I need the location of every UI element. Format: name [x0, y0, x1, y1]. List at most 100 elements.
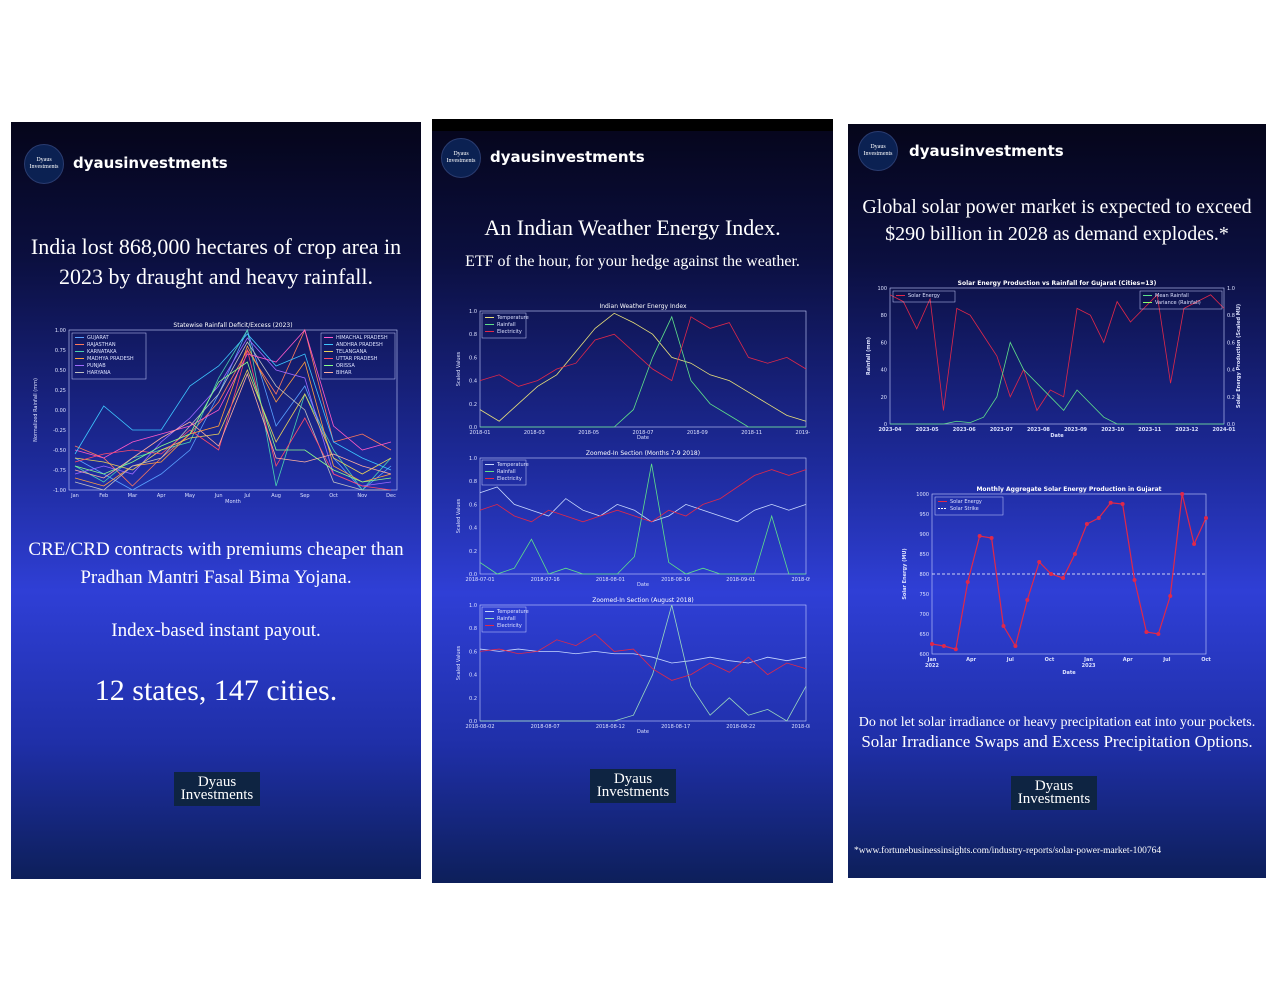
legend-entry: Temperature [496, 609, 529, 615]
y-tick-label: 0.8 [469, 626, 477, 632]
series-line [479, 469, 807, 523]
legend-entry: PUNJAB [87, 363, 106, 369]
y-tick-label-right: 0.8 [1227, 313, 1235, 319]
data-point [1144, 630, 1149, 634]
legend-box [71, 332, 147, 380]
avatar-text: Investments [446, 158, 476, 164]
series-line [74, 341, 391, 491]
plot-frame [889, 287, 1225, 425]
data-point [1049, 572, 1054, 576]
dyaus-logo: Dyaus Investments [174, 772, 260, 806]
x-tick-label: 2022 [925, 663, 939, 669]
x-tick-label: Mar [128, 493, 138, 499]
y-axis-label: Scaled Values [456, 351, 462, 386]
y-tick-label: 0.50 [55, 368, 66, 374]
username[interactable]: dyausinvestments [909, 142, 1064, 160]
legend-entry: Mean Rainfall [1155, 293, 1189, 299]
y-tick-label: -0.25 [53, 428, 66, 434]
zoomed-months-chart: Zoomed-In Section (Months 7-9 2018) 1.0 0.… [456, 450, 810, 588]
headline: India lost 868,000 hectares of crop area… [30, 234, 402, 289]
logo-text: Dyaus [613, 771, 653, 787]
legend-entry: HIMACHAL PRADESH [336, 335, 388, 341]
y-tick-label-right: 0.4 [1227, 368, 1235, 374]
x-tick-label: 2018-08-22 [726, 724, 755, 730]
monthly-solar-chart: Monthly Aggregate Solar Energy Productio… [902, 486, 1211, 676]
top-bar [432, 119, 833, 131]
legend-entry: KARNATAKA [87, 349, 117, 355]
x-tick-label: 2023-08 [1027, 427, 1050, 433]
x-tick-label: 2018-08-01 [596, 577, 625, 583]
avatar[interactable]: Dyaus Investments [441, 138, 481, 178]
chart-title: Monthly Aggregate Solar Energy Productio… [976, 486, 1161, 493]
legend-entry: Solar Energy [950, 499, 982, 505]
username[interactable]: dyausinvestments [490, 148, 645, 166]
legend-entry: UTTAR PRADESH [336, 356, 378, 362]
x-tick-label: 2023-07 [990, 427, 1013, 433]
chart-title: Zoomed-In Section (Months 7-9 2018) [586, 450, 700, 457]
y-tick-label: -0.50 [53, 448, 66, 454]
x-tick-label: 2023 [1082, 663, 1096, 669]
warning-text: Do not let solar irradiance or heavy pre… [858, 715, 1256, 730]
username[interactable]: dyausinvestments [73, 154, 228, 172]
subhead: ETF of the hour, for your hedge against … [465, 253, 800, 270]
series-line [74, 372, 392, 479]
logo-text: Dyaus [1034, 778, 1074, 794]
story-panel-3: Dyaus Investments dyausinvestments Globa… [848, 124, 1266, 878]
y-tick-label: 0.4 [469, 379, 477, 385]
plot-frame [68, 329, 398, 491]
x-tick-label: Jul [243, 493, 250, 499]
logo-text: Investments [1017, 791, 1091, 807]
y-tick-label-right: 0.6 [1227, 340, 1235, 346]
avatar[interactable]: Dyaus Investments [858, 131, 898, 171]
x-tick-label: 2019-01 [796, 430, 810, 436]
plot-frame [479, 604, 807, 722]
x-tick-label: 2023-04 [879, 427, 902, 433]
x-axis-label: Date [637, 582, 649, 588]
y-tick-label: 0.2 [469, 696, 477, 702]
x-tick-label: May [185, 493, 195, 499]
y-tick-label: 0.4 [469, 673, 477, 679]
legend-entry: Solar Strike [950, 506, 979, 512]
legend-box [481, 606, 527, 633]
data-point [1168, 594, 1173, 598]
data-point [965, 580, 970, 584]
y-tick-label: 1.0 [469, 309, 477, 315]
data-point [1084, 522, 1089, 526]
series-line [931, 493, 1207, 650]
avatar[interactable]: Dyaus Investments [24, 144, 64, 184]
chart-title: Zoomed-In Section (August 2018) [592, 597, 694, 604]
series-line [890, 341, 1224, 425]
x-tick-label: 2023-12 [1175, 427, 1198, 433]
data-point [1037, 560, 1042, 564]
data-point [1180, 492, 1185, 496]
series-line [74, 333, 392, 471]
x-axis-label: Month [225, 499, 241, 505]
chart-title: Statewise Rainfall Deficit/Excess (2023) [173, 322, 292, 329]
x-tick-label: Oct [329, 493, 338, 499]
data-point [1108, 500, 1113, 505]
series-line [480, 604, 807, 722]
x-tick-label: Nov [357, 493, 367, 499]
y-tick-label: 60 [881, 340, 887, 346]
legend-entry: Rainfall [497, 616, 516, 622]
legend-entry: GUJARAT [87, 335, 110, 341]
x-tick-label: Aug [271, 493, 281, 499]
x-tick-label: Jan [70, 493, 79, 499]
series-line [74, 368, 392, 475]
x-axis-label: Date [1062, 670, 1076, 676]
products-text: Solar Irradiance Swaps and Excess Precip… [861, 732, 1253, 751]
series-line [479, 633, 807, 681]
x-tick-label: 2023-05 [916, 427, 939, 433]
legend-box [934, 496, 1004, 516]
x-tick-label: 2018-01 [470, 430, 491, 436]
data-point [1156, 632, 1161, 636]
y-tick-label: 650 [919, 632, 929, 638]
x-axis-label: Date [1050, 433, 1064, 439]
y-tick-label-right: 0.2 [1227, 395, 1235, 401]
y-tick-label: 950 [919, 512, 929, 518]
y-tick-label: 1000 [916, 492, 929, 498]
legend-entry: Electricity [497, 476, 522, 482]
payout-text: Index-based instant payout. [111, 620, 321, 641]
series-line [479, 316, 807, 387]
x-tick-label: 2018-07 [633, 430, 654, 436]
